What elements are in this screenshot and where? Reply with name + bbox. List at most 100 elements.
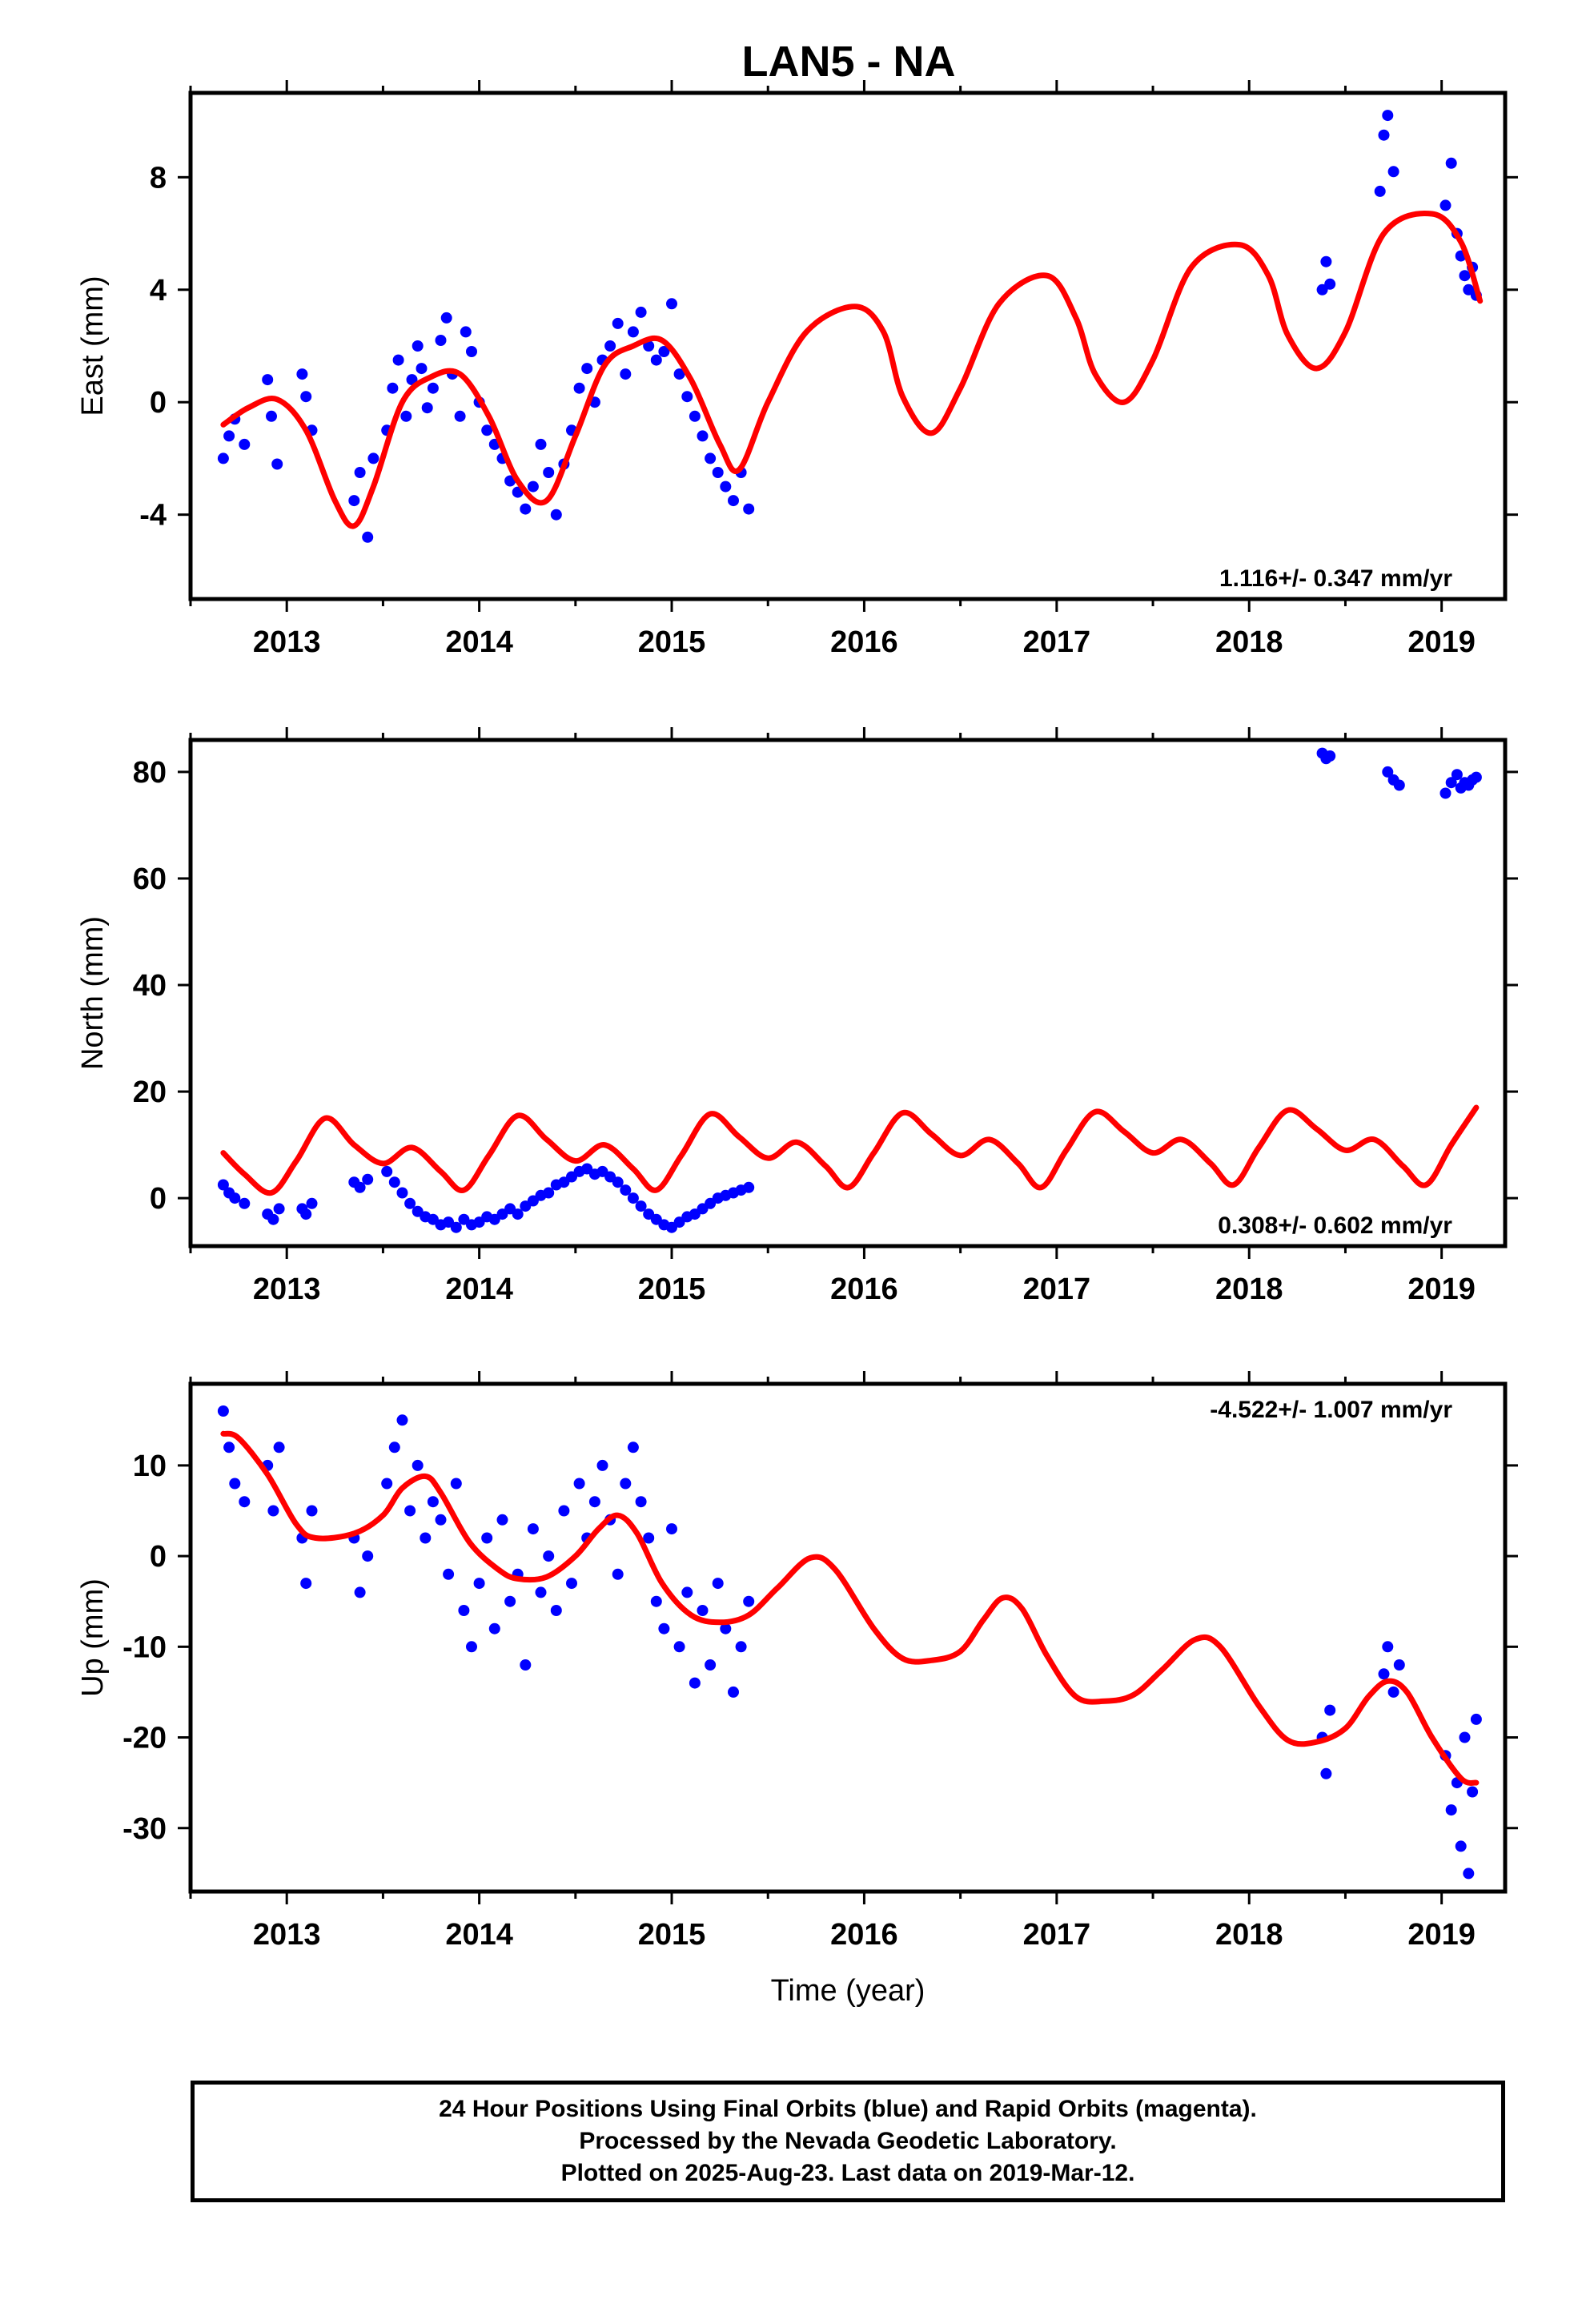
- data-point: [735, 1641, 747, 1653]
- data-point: [558, 1505, 570, 1517]
- plot-area: [217, 110, 1484, 543]
- x-tick-label: 2013: [253, 1918, 321, 1952]
- data-point: [535, 1586, 547, 1598]
- data-point: [262, 374, 274, 386]
- chart-title: LAN5 - NA: [742, 38, 956, 86]
- data-point: [1378, 1668, 1390, 1680]
- model-curve: [220, 211, 1484, 529]
- y-axis-label: North (mm): [76, 916, 110, 1070]
- data-point: [612, 1568, 624, 1580]
- data-point: [387, 382, 399, 394]
- data-point: [440, 312, 452, 324]
- data-point: [635, 1200, 647, 1212]
- rate-annotation: 1.116+/- 0.347 mm/yr: [1219, 565, 1452, 592]
- data-point: [481, 424, 493, 436]
- data-point: [239, 1197, 251, 1209]
- y-axis-label: East (mm): [76, 275, 110, 416]
- y-tick-label: 60: [133, 862, 167, 896]
- data-point: [620, 1184, 632, 1196]
- data-point: [627, 1441, 639, 1454]
- data-point: [1463, 283, 1475, 296]
- data-point: [627, 326, 639, 338]
- data-point: [217, 1179, 229, 1191]
- data-point: [362, 531, 374, 543]
- data-point: [504, 1595, 516, 1607]
- data-point: [650, 354, 662, 366]
- data-point: [488, 1622, 500, 1634]
- data-point: [396, 1414, 408, 1426]
- y-tick-label: -20: [122, 1722, 167, 1755]
- panel-3: 2013 2014 2015 2016 2017 2018 2019 -30 -20 -10 0 10…: [76, 1371, 1518, 2008]
- data-point: [689, 1677, 701, 1689]
- y-tick-label: 4: [150, 274, 167, 308]
- rate-annotation: -4.522+/- 1.007 mm/yr: [1210, 1397, 1452, 1423]
- data-point: [1393, 779, 1405, 791]
- data-point: [620, 1478, 632, 1490]
- data-point: [496, 1514, 508, 1526]
- x-tick-label: 2014: [445, 625, 513, 659]
- model-curve: [220, 1430, 1480, 1786]
- data-point: [481, 1532, 493, 1544]
- data-point: [543, 1187, 555, 1199]
- data-point: [743, 1181, 755, 1193]
- data-point: [635, 1496, 647, 1508]
- data-point: [460, 326, 472, 338]
- plot-frame: [188, 738, 1508, 1248]
- data-point: [354, 467, 366, 478]
- plot-frame: [188, 1381, 1508, 1894]
- data-point: [381, 1478, 393, 1490]
- data-point: [1439, 787, 1452, 799]
- y-tick-label: -4: [139, 499, 167, 533]
- data-point: [612, 317, 624, 329]
- data-point: [450, 1478, 462, 1490]
- data-point: [1445, 1804, 1457, 1816]
- data-point: [520, 1659, 532, 1671]
- data-point: [627, 1192, 639, 1204]
- data-point: [267, 1213, 279, 1225]
- data-point: [1324, 278, 1336, 290]
- data-point: [728, 1686, 739, 1698]
- data-point: [300, 1208, 312, 1220]
- y-tick-label: 0: [150, 1182, 167, 1216]
- data-point: [381, 1165, 393, 1177]
- data-point: [681, 1586, 693, 1598]
- data-point: [1387, 1686, 1399, 1698]
- data-point: [239, 438, 251, 450]
- x-tick-label: 2019: [1407, 1273, 1476, 1306]
- data-point: [454, 410, 466, 422]
- x-tick-label: 2019: [1407, 625, 1476, 659]
- data-point: [1467, 1786, 1479, 1798]
- data-point: [271, 458, 283, 470]
- data-point: [443, 1568, 455, 1580]
- data-point: [527, 1523, 539, 1535]
- x-tick-label: 2015: [638, 1273, 706, 1306]
- x-tick-label: 2013: [253, 1273, 321, 1306]
- data-point: [550, 1605, 562, 1616]
- data-point: [421, 402, 433, 414]
- data-point: [300, 391, 312, 403]
- data-point: [604, 340, 616, 352]
- footer-line-1: 24 Hour Positions Using Final Orbits (bl…: [439, 2096, 1257, 2122]
- x-tick-label: 2014: [445, 1918, 513, 1952]
- data-point: [239, 1496, 251, 1508]
- data-point: [705, 452, 717, 464]
- data-point: [367, 452, 379, 464]
- data-point: [543, 1550, 555, 1562]
- data-point: [535, 438, 547, 450]
- data-point: [1463, 1868, 1475, 1880]
- data-point: [412, 340, 424, 352]
- x-tick-label: 2019: [1407, 1918, 1476, 1952]
- data-point: [217, 1405, 229, 1417]
- y-tick-label: -10: [122, 1630, 167, 1664]
- data-point: [1382, 1641, 1394, 1653]
- data-point: [266, 410, 277, 422]
- y-tick-label: 0: [150, 1540, 167, 1574]
- data-point: [573, 1478, 585, 1490]
- data-point: [229, 1478, 241, 1490]
- data-point: [1378, 129, 1390, 141]
- data-point: [354, 1181, 366, 1193]
- x-tick-label: 2015: [638, 625, 706, 659]
- data-point: [435, 1514, 447, 1526]
- data-point: [404, 1505, 416, 1517]
- data-point: [229, 1192, 241, 1204]
